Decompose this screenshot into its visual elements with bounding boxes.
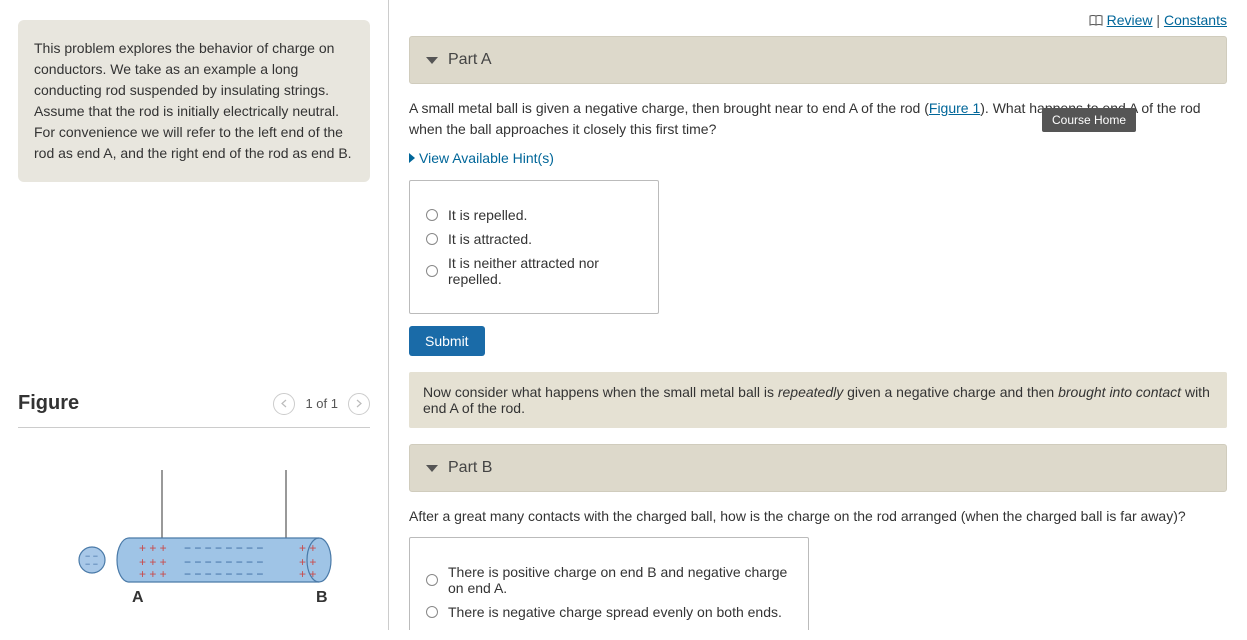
figure-title: Figure (18, 392, 79, 415)
option-label: There is positive charge on end B and ne… (448, 564, 792, 596)
figure-divider (18, 427, 370, 428)
link-separator: | (1156, 12, 1160, 28)
figure-counter: 1 of 1 (305, 396, 338, 411)
radio-icon[interactable] (426, 233, 438, 245)
radio-icon[interactable] (426, 265, 438, 277)
problem-text: This problem explores the behavior of ch… (34, 40, 352, 161)
part-b-option-1[interactable]: There is negative charge spread evenly o… (426, 604, 792, 620)
part-a-submit-button[interactable]: Submit (409, 326, 485, 356)
expand-caret-icon (409, 153, 415, 163)
rod-label-b: B (316, 589, 328, 606)
left-panel: This problem explores the behavior of ch… (0, 0, 389, 630)
radio-icon[interactable] (426, 574, 438, 586)
intermission-pre: Now consider what happens when the small… (423, 384, 778, 400)
figure-header: Figure 1 of 1 (18, 392, 370, 415)
svg-text:+ + +: + + + (139, 541, 167, 555)
figure-next-button[interactable] (348, 393, 370, 415)
figure-prev-button[interactable] (273, 393, 295, 415)
intermission-mid: given a negative charge and then (843, 384, 1058, 400)
collapse-caret-icon (426, 57, 438, 64)
view-hints-link[interactable]: View Available Hint(s) (409, 150, 1227, 166)
intermission-italic-2: brought into contact (1058, 384, 1181, 400)
part-b-header[interactable]: Part B (409, 444, 1227, 492)
part-a-option-0[interactable]: It is repelled. (426, 207, 642, 223)
option-label: There is negative charge spread evenly o… (448, 604, 782, 620)
part-b-answers: There is positive charge on end B and ne… (409, 537, 809, 630)
option-label: It is attracted. (448, 231, 532, 247)
radio-icon[interactable] (426, 606, 438, 618)
top-links: Review | Constants (409, 8, 1227, 36)
part-a-option-1[interactable]: It is attracted. (426, 231, 642, 247)
intermission-italic-1: repeatedly (778, 384, 843, 400)
course-home-tooltip[interactable]: Course Home (1042, 108, 1136, 132)
figure-1-link[interactable]: Figure 1 (929, 100, 980, 116)
svg-text:− − − − − − − −: − − − − − − − − (184, 567, 263, 581)
figure-nav: 1 of 1 (273, 393, 370, 415)
intermission-note: Now consider what happens when the small… (409, 372, 1227, 428)
part-b-title: Part B (448, 459, 492, 477)
figure-diagram: + + + + + + + + + − − − − − − − − − − − … (18, 470, 370, 640)
part-a-question-pre: A small metal ball is given a negative c… (409, 100, 929, 116)
hints-label: View Available Hint(s) (419, 150, 554, 166)
svg-text:+ + +: + + + (139, 567, 167, 581)
right-panel: Review | Constants Part A Course Home A … (389, 0, 1247, 630)
review-link[interactable]: Review (1107, 12, 1153, 28)
problem-description: This problem explores the behavior of ch… (18, 20, 370, 182)
part-a-answers: It is repelled. It is attracted. It is n… (409, 180, 659, 314)
svg-text:− − − − − − − −: − − − − − − − − (184, 541, 263, 555)
collapse-caret-icon (426, 465, 438, 472)
rod-label-a: A (132, 589, 144, 606)
radio-icon[interactable] (426, 209, 438, 221)
option-label: It is repelled. (448, 207, 527, 223)
part-a-title: Part A (448, 51, 492, 69)
svg-text:+ +: + + (299, 567, 316, 581)
book-icon (1089, 13, 1103, 24)
svg-text:+ +: + + (299, 541, 316, 555)
part-a-option-2[interactable]: It is neither attracted nor repelled. (426, 255, 642, 287)
svg-text:− −: − − (85, 559, 98, 569)
part-a-header[interactable]: Part A (409, 36, 1227, 84)
part-b-option-0[interactable]: There is positive charge on end B and ne… (426, 564, 792, 596)
option-label: It is neither attracted nor repelled. (448, 255, 642, 287)
part-b-question: After a great many contacts with the cha… (409, 506, 1227, 527)
constants-link[interactable]: Constants (1164, 12, 1227, 28)
